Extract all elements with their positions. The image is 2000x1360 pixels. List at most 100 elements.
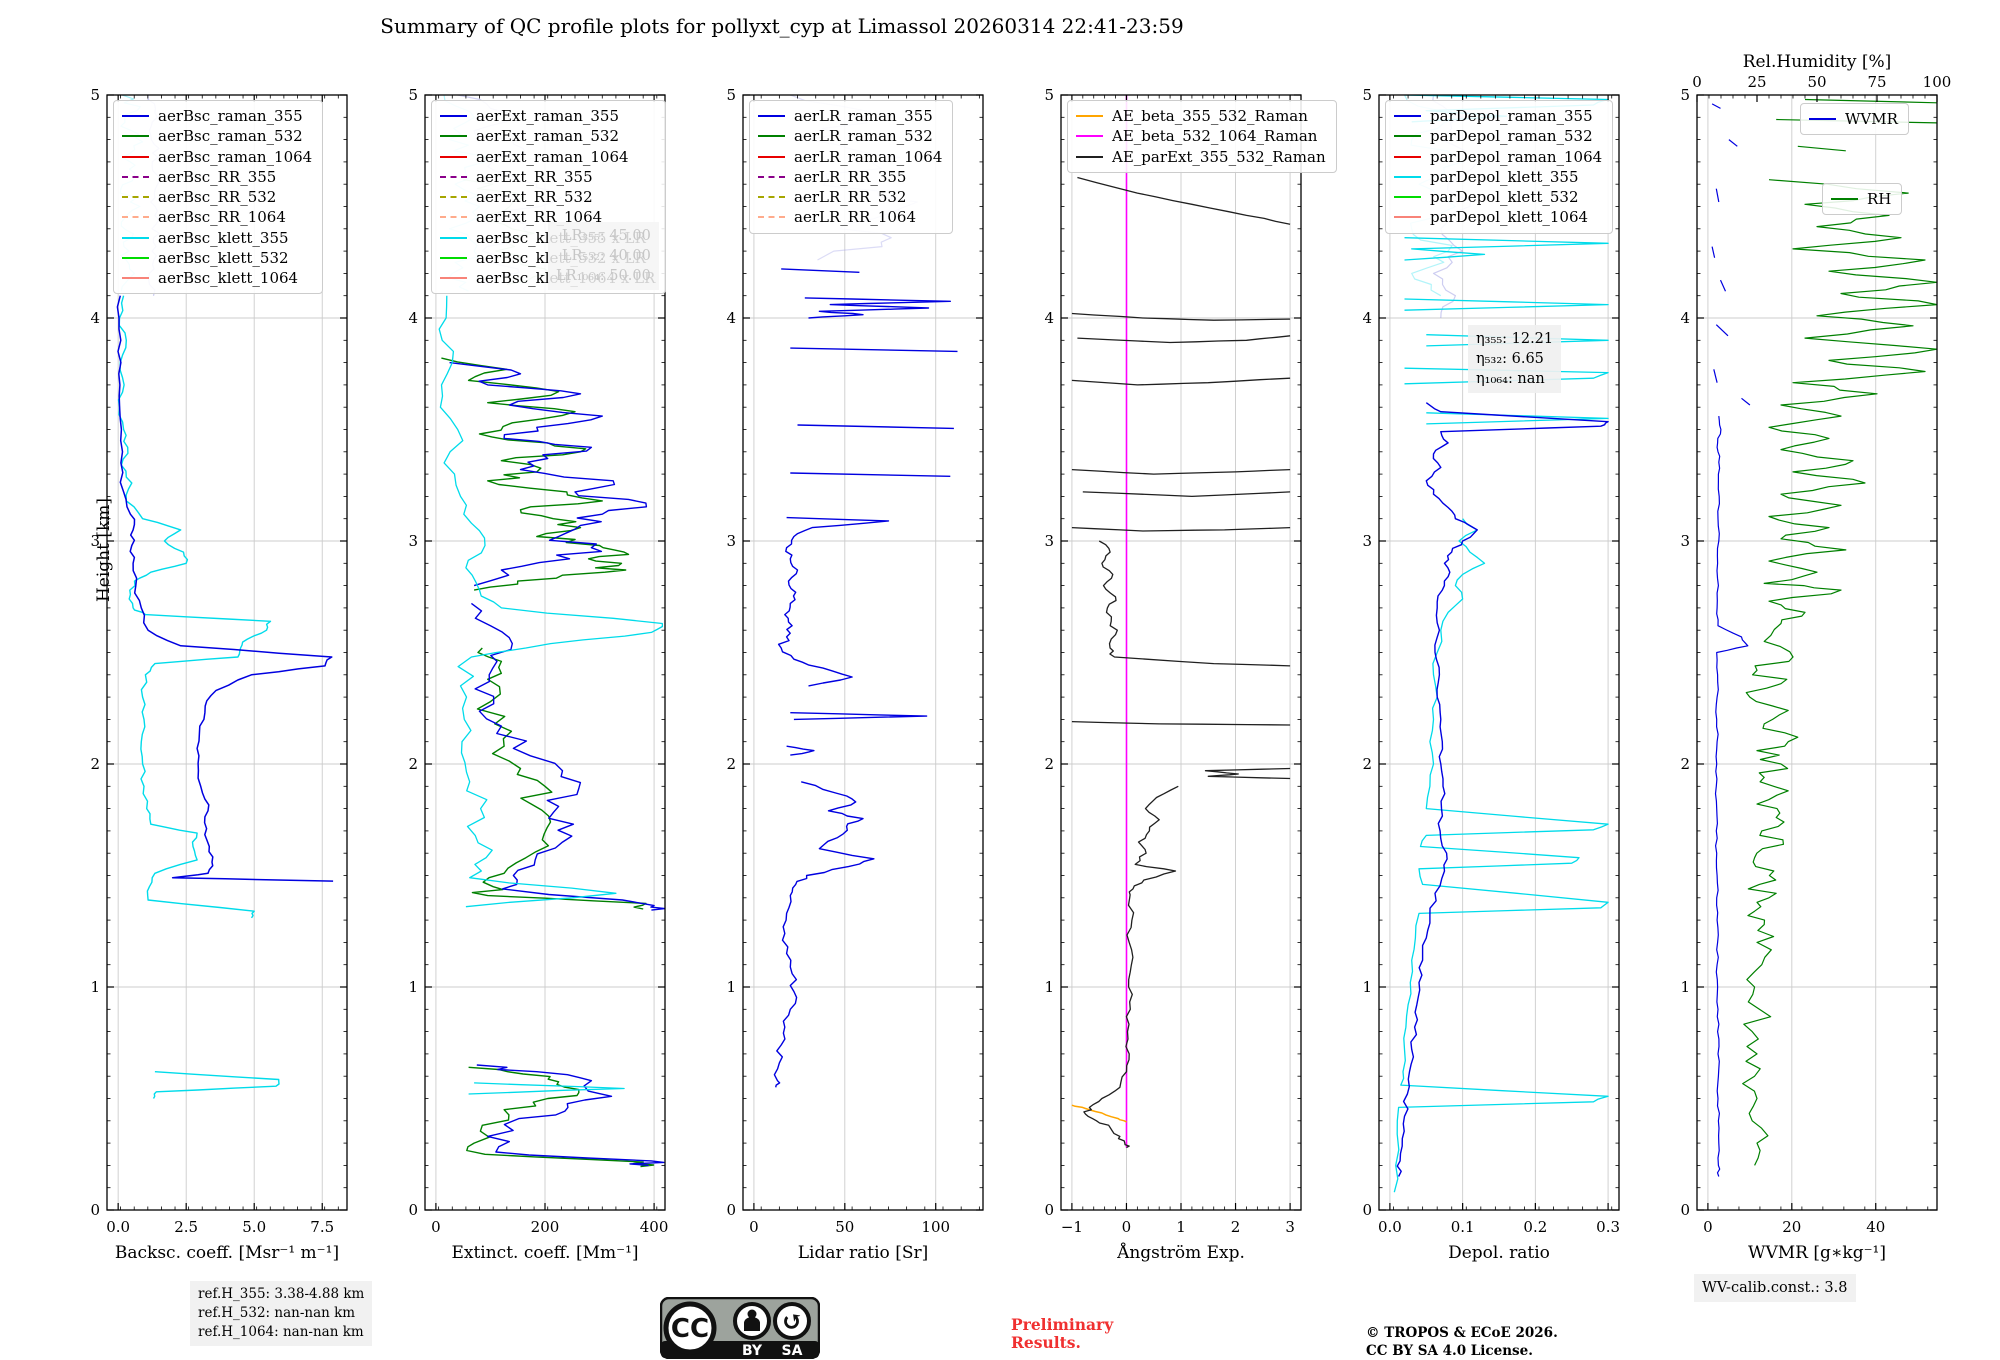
legend-item: aerExt_RR_1064 <box>440 207 655 227</box>
axes-spines <box>742 94 984 1211</box>
legend-depolarization: parDepol_raman_355 parDepol_raman_532 parD… <box>1385 100 1614 234</box>
svg-text:1: 1 <box>1362 978 1372 996</box>
x-axis-label-lidar-ratio: Lidar ratio [Sr] <box>797 1243 929 1263</box>
svg-text:3: 3 <box>1285 1218 1295 1236</box>
legend-item: aerLR_RR_1064 <box>758 207 942 227</box>
svg-text:0: 0 <box>1680 1201 1690 1219</box>
ticks <box>1379 94 1619 1211</box>
series-AE_parExt_355_532_Raman <box>1071 377 1291 386</box>
legend-item-label: RH <box>1867 190 1892 208</box>
top-axis-label-rel-humidity: Rel.Humidity [%] <box>1742 52 1892 72</box>
series-AE_parExt_355_532_Raman <box>1077 335 1291 344</box>
legend-item-label: aerBsc_RR_355 <box>158 167 277 186</box>
series-RH <box>1797 145 1846 152</box>
legend-item-label: parDepol_klett_1064 <box>1430 208 1589 227</box>
legend-line-sample <box>758 115 785 118</box>
cc-license-badge: CC ↺ BY SA <box>660 1297 820 1359</box>
legend-item: aerBsc_RR_1064 <box>122 207 312 227</box>
svg-text:0.0: 0.0 <box>1378 1218 1402 1236</box>
axes-spines <box>1378 94 1620 1211</box>
gridlines <box>743 95 983 1210</box>
svg-text:−1: −1 <box>1061 1218 1083 1236</box>
svg-text:1: 1 <box>1176 1218 1186 1236</box>
legend-item-label: aerLR_RR_1064 <box>794 208 917 227</box>
legend-item-label: aerLR_raman_532 <box>794 127 933 146</box>
svg-text:0: 0 <box>1703 1218 1713 1236</box>
x-axis-label-angstroem: Ångström Exp. <box>1117 1243 1245 1263</box>
svg-text:1: 1 <box>726 978 736 996</box>
svg-text:2: 2 <box>408 755 418 773</box>
sa-arrow-glyph: ↺ <box>781 1307 803 1337</box>
tick-labels: 0 1 2 3 4 5 −1 0 1 2 3 <box>1044 86 1294 1236</box>
legend-item-label: aerBsc_RR_532 <box>158 188 277 206</box>
svg-text:75: 75 <box>1867 73 1886 91</box>
svg-text:4: 4 <box>1044 309 1054 327</box>
svg-text:25: 25 <box>1747 73 1766 91</box>
series-AE_parExt_355_532_Raman <box>1204 767 1291 780</box>
legend-item: aerExt_raman_532 <box>440 126 655 146</box>
svg-text:5.0: 5.0 <box>242 1218 266 1236</box>
preliminary-line2: Results. <box>1011 1333 1081 1353</box>
gridlines <box>1379 95 1619 1210</box>
series-WVMR <box>1715 188 1720 203</box>
ticks <box>1696 94 1938 1211</box>
svg-text:50: 50 <box>835 1218 854 1236</box>
series-aerExt_raman_355 <box>449 361 648 587</box>
ref-height-1064: ref.H_1064: nan-nan km <box>198 1323 364 1340</box>
series-group <box>1071 95 1291 1149</box>
series-aerLR_raman_355 <box>781 268 860 273</box>
legend-item-label: aerExt_raman_532 <box>476 127 619 146</box>
legend-item: aerBsc_RR_532 <box>122 187 312 207</box>
svg-text:3: 3 <box>1680 532 1690 550</box>
legend-item: aerBsc_raman_532 <box>122 126 312 146</box>
series-AE_beta_355_532_Raman <box>1071 1104 1127 1123</box>
tick-labels: 0 1 2 3 4 5 0.0 0.1 0.2 0.3 <box>1362 86 1620 1236</box>
svg-text:20: 20 <box>1782 1218 1801 1236</box>
legend-item: parDepol_klett_1064 <box>1394 207 1602 227</box>
legend-item: RH <box>1831 189 1891 209</box>
x-axis-label-depol: Depol. ratio <box>1448 1243 1550 1263</box>
svg-text:100: 100 <box>1923 73 1952 91</box>
legend-item: aerBsc_raman_355 <box>122 106 312 126</box>
ticks <box>107 94 347 1211</box>
legend-lidar-ratio: aerLR_raman_355 aerLR_raman_532 aerLR_rama… <box>749 100 954 234</box>
series-WVMR <box>1711 246 1716 258</box>
svg-text:0: 0 <box>749 1218 759 1236</box>
series-aerLR_raman_355 <box>777 516 890 687</box>
series-WVMR <box>1715 324 1729 337</box>
series-aerLR_raman_355 <box>797 424 954 430</box>
legend-item: parDepol_raman_532 <box>1394 126 1602 146</box>
svg-text:2: 2 <box>1231 1218 1241 1236</box>
series-aerExt_raman_532 <box>471 647 647 910</box>
legend-line-sample <box>1076 115 1103 118</box>
legend-line-sample <box>440 236 467 239</box>
legend-item-label: aerExt_RR_532 <box>476 188 593 206</box>
svg-text:2: 2 <box>1044 755 1054 773</box>
legend-item: aerLR_raman_355 <box>758 106 942 126</box>
svg-text:1: 1 <box>90 978 100 996</box>
legend-line-sample <box>122 196 149 199</box>
legend-line-sample <box>440 135 467 138</box>
series-parDepol_klett_355 <box>1393 518 1609 1193</box>
series-aerBsc_raman_355 <box>116 295 334 882</box>
panel-angstroem: 0 1 2 3 4 5 −1 0 1 2 3 <box>1044 86 1302 1236</box>
series-aerExt_raman_532 <box>441 357 630 591</box>
svg-text:1: 1 <box>1680 978 1690 996</box>
legend-item: aerExt_raman_1064 <box>440 147 655 167</box>
svg-text:5: 5 <box>90 86 100 104</box>
svg-text:4: 4 <box>408 309 418 327</box>
series-aerBsc_klett_355_x_LR <box>468 1082 625 1095</box>
legend-item-label: aerLR_raman_1064 <box>794 147 943 166</box>
eta-1064-value: η₁₀₆₄: nan <box>1476 371 1545 387</box>
tick-labels: 0 1 2 3 4 5 0.0 2.5 5.0 7.5 <box>90 86 334 1236</box>
legend-line-sample <box>440 256 467 259</box>
series-aerLR_raman_355 <box>773 781 875 1088</box>
svg-text:3: 3 <box>726 532 736 550</box>
legend-line-sample <box>758 155 785 158</box>
ticks <box>1061 94 1301 1211</box>
ref-height-355: ref.H_355: 3.38-4.88 km <box>198 1286 365 1302</box>
series-parDepol_raman_355 <box>1396 402 1609 1177</box>
series-aerLR_raman_355 <box>790 347 958 353</box>
